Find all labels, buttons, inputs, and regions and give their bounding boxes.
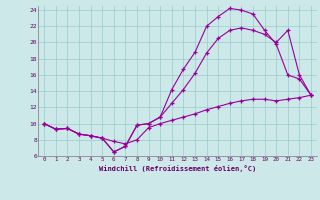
X-axis label: Windchill (Refroidissement éolien,°C): Windchill (Refroidissement éolien,°C) [99, 165, 256, 172]
